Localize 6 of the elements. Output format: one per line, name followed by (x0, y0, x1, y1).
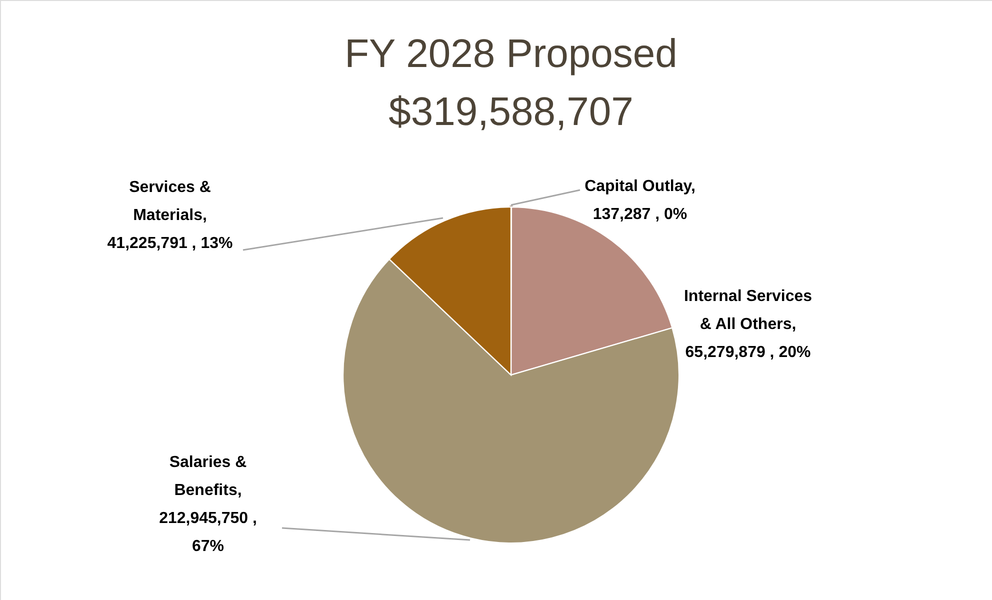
chart-subtitle: $319,588,707 (388, 90, 634, 134)
chart-title: FY 2028 Proposed (344, 32, 678, 76)
slice-label: Capital Outlay, 137,287 , 0% (584, 178, 696, 223)
slice-label: Salaries & Benefits, 212,945,750 , 67% (159, 454, 257, 555)
slice-label: Internal Services & All Others, 65,279,879 , 20% (684, 288, 812, 361)
slice-label: Services & Materials, 41,225,791 , 13% (107, 179, 233, 252)
